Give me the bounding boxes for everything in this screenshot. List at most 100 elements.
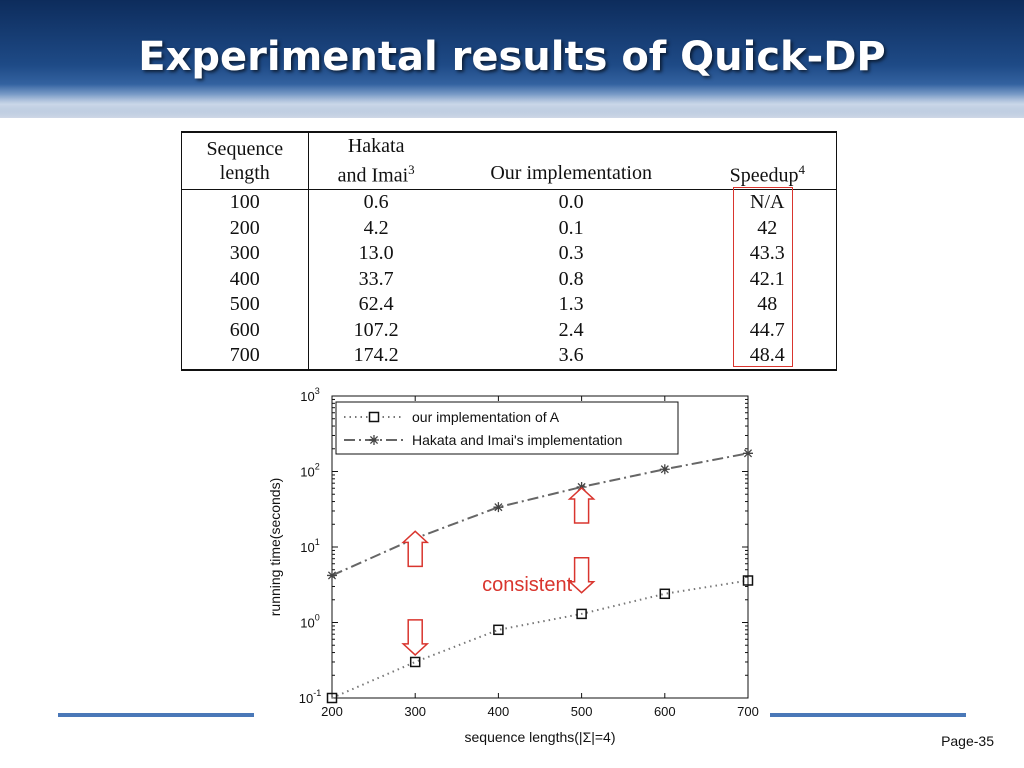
- x-tick-label: 300: [404, 704, 426, 719]
- header-speedup: Speedup4: [698, 132, 837, 190]
- y-tick-label: 100: [300, 613, 319, 631]
- legend-label: Hakata and Imai's implementation: [412, 432, 622, 448]
- table-row: 200 4.2 0.1 42: [181, 215, 837, 241]
- y-tick-base: 10: [300, 389, 314, 404]
- data-point-asterisk: [659, 464, 670, 475]
- down-arrow-icon: [567, 556, 596, 594]
- legend-marker-square: [368, 411, 380, 423]
- table-cell: 500: [181, 292, 309, 318]
- speedup-highlight-box: [733, 187, 793, 367]
- footnote-marker: 3: [408, 162, 415, 178]
- x-axis-label: sequence lengths(|Σ|=4): [465, 729, 616, 745]
- table-row: 500 62.4 1.3 48: [181, 292, 837, 318]
- table-cell: 43.3: [698, 241, 837, 267]
- x-tick-label: 500: [571, 704, 593, 719]
- x-tick-label: 400: [488, 704, 510, 719]
- series-line: [331, 452, 749, 577]
- results-table: Sequence length Hakata and Imai3 Our imp…: [181, 131, 837, 371]
- header-line: length: [219, 162, 270, 184]
- consistent-annotation: consistent: [482, 574, 572, 596]
- table-cell: 42: [698, 215, 837, 241]
- chart-svg: 200 300 400 500 600 70010-1100101102103sequen…: [267, 386, 759, 745]
- data-point-square: [409, 656, 421, 668]
- y-tick-label: 10-1: [299, 688, 321, 706]
- table-row: 700 174.2 3.6 48.4: [181, 343, 837, 371]
- y-tick-base: 10: [300, 465, 314, 480]
- results-table-panel: Sequence length Hakata and Imai3 Our imp…: [177, 127, 847, 371]
- table-cell: 2.4: [558, 318, 584, 341]
- data-point-asterisk: [327, 570, 337, 581]
- table-row: 300 13.0 0.3 43.3: [181, 241, 837, 267]
- header-line: Speedup: [729, 164, 799, 187]
- table-row: 100 0.6 0.0 N/A: [181, 189, 837, 216]
- y-tick-exponent: 0: [315, 613, 320, 623]
- title-banner: [0, 0, 1024, 118]
- running-time-chart: 200 300 400 500 600 700 10-1 100 101 102 103 sequen…: [258, 378, 778, 752]
- table-cell: 3.6: [443, 343, 699, 371]
- table-row: 400 33.7 0.8 42.1: [181, 266, 837, 292]
- data-point-asterisk: [743, 448, 753, 459]
- down-arrow-icon: [401, 619, 430, 656]
- header-hakata-imai: Hakata and Imai3: [308, 132, 444, 190]
- table-cell: 0.8: [558, 267, 584, 290]
- page-number: Page-35: [941, 733, 994, 749]
- header-line: Our implementation: [490, 162, 652, 184]
- table-cell: 200: [181, 215, 309, 241]
- table-cell: 300: [181, 241, 309, 267]
- table-cell: 0.6: [363, 191, 389, 213]
- y-tick-label: 103: [300, 386, 319, 404]
- table-cell: 42.1: [698, 266, 837, 292]
- banner-sheen: [0, 84, 1024, 118]
- x-tick-label: 600: [654, 704, 676, 719]
- table-cell: 0.1: [558, 216, 584, 239]
- footer-divider-right: [770, 713, 966, 717]
- table-cell: 13.0: [358, 242, 394, 264]
- table-cell: 1.3: [558, 293, 584, 315]
- table-cell: 48: [698, 292, 837, 318]
- header-line: Sequence: [206, 138, 284, 160]
- footnote-marker: 4: [798, 162, 805, 178]
- table-row: 600 107.2 2.4 44.7: [181, 317, 837, 343]
- y-tick-label: 102: [300, 462, 319, 480]
- table-cell: 33.7: [358, 267, 394, 290]
- table-cell: N/A: [698, 189, 837, 216]
- x-tick-label: 200: [321, 704, 343, 719]
- legend-box: [335, 401, 679, 455]
- y-tick-label: 101: [300, 537, 319, 555]
- table-cell: 700: [181, 343, 309, 371]
- table-cell: 48.4: [698, 343, 837, 371]
- table-cell: 400: [181, 266, 309, 292]
- table-header-row: Sequence length Hakata and Imai3 Our imp…: [181, 132, 837, 190]
- data-point-square: [326, 692, 338, 704]
- slide-title: Experimental results of Quick-DP: [138, 34, 886, 80]
- y-tick-exponent: 2: [315, 462, 320, 472]
- legend-label: our implementation of A: [412, 409, 560, 425]
- data-point-asterisk: [493, 502, 504, 513]
- y-tick-exponent: -1: [313, 688, 321, 698]
- up-arrow-icon: [401, 530, 430, 568]
- series-line: [331, 579, 749, 699]
- y-tick-base: 10: [300, 616, 314, 631]
- table-cell: 174.2: [308, 343, 444, 371]
- legend-marker-asterisk: [369, 435, 379, 445]
- table-cell: 100: [181, 189, 309, 216]
- data-point-square: [742, 575, 754, 586]
- header-our-implementation: Our implementation: [444, 132, 699, 190]
- y-tick-base: 10: [299, 691, 313, 706]
- footer-divider-left: [58, 713, 254, 717]
- table-cell: 107.2: [353, 318, 399, 341]
- header-line: Hakata: [347, 135, 405, 158]
- header-sequence-length: Sequence length: [181, 132, 309, 190]
- header-line: and Imai: [337, 164, 409, 187]
- up-arrow-icon: [567, 486, 596, 524]
- y-tick-exponent: 3: [315, 386, 320, 396]
- data-point-square: [493, 624, 504, 636]
- table-body: 100 0.6 0.0 N/A 200 4.2 0.1 42 300 13.0 0.3 43.3 400…: [181, 189, 837, 371]
- table-cell: 62.4: [358, 293, 394, 315]
- x-tick-label: 700: [737, 704, 759, 719]
- y-tick-base: 10: [300, 540, 314, 555]
- table-cell: 600: [181, 317, 309, 343]
- data-point-square: [576, 608, 587, 620]
- data-point-square: [659, 588, 671, 600]
- table-cell: 0.3: [558, 242, 584, 264]
